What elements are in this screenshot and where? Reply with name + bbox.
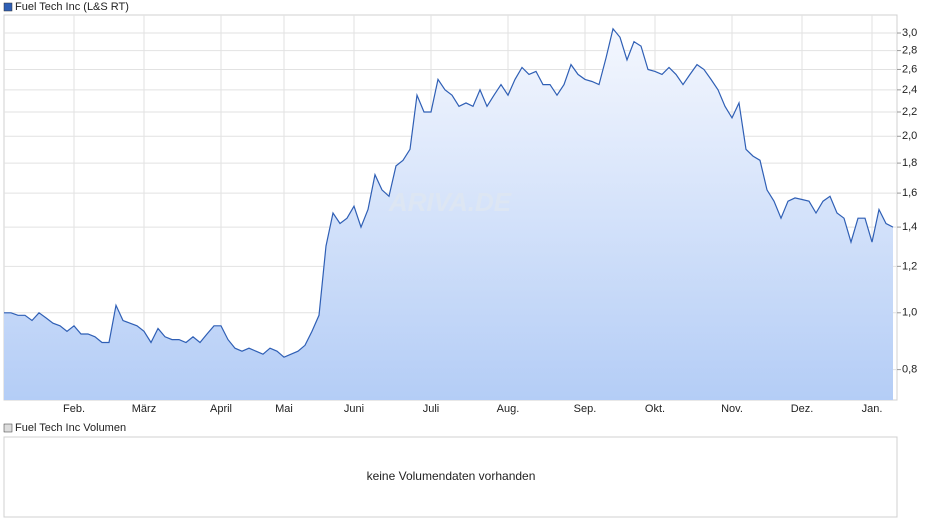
volume-panel bbox=[3, 436, 898, 518]
x-tick-label: Aug. bbox=[497, 403, 520, 415]
x-tick-label: März bbox=[132, 403, 156, 415]
y-tick-label: 1,0 bbox=[902, 307, 917, 319]
y-tick-label: 2,0 bbox=[902, 130, 917, 142]
y-tick-label: 2,2 bbox=[902, 106, 917, 118]
x-tick-label: Nov. bbox=[721, 403, 743, 415]
line bbox=[4, 27, 894, 358]
x-tick-label: Feb. bbox=[63, 403, 85, 415]
y-tick-label: 1,2 bbox=[902, 260, 917, 272]
x-tick-label: Jan. bbox=[862, 403, 883, 415]
y-tick-label: 3,0 bbox=[902, 27, 917, 39]
volume-legend-label: Fuel Tech Inc Volumen bbox=[15, 422, 126, 434]
volume-legend-swatch bbox=[3, 423, 13, 433]
y-tick-label: 0,8 bbox=[902, 364, 917, 376]
x-tick-label: Juni bbox=[344, 403, 364, 415]
y-tick-label: 1,6 bbox=[902, 187, 917, 199]
y-tick-label: 2,6 bbox=[902, 63, 917, 75]
x-tick-label: Mai bbox=[275, 403, 293, 415]
x-tick-label: Juli bbox=[423, 403, 440, 415]
y-tick-label: 1,8 bbox=[902, 157, 917, 169]
x-tick-label: Sep. bbox=[574, 403, 597, 415]
x-tick-label: April bbox=[210, 403, 232, 415]
volume-message: keine Volumendaten vorhanden bbox=[367, 469, 536, 483]
watermark: ARIVA.DE bbox=[388, 187, 512, 217]
legend-label: Fuel Tech Inc (L&S RT) bbox=[15, 1, 129, 13]
legend-swatch bbox=[3, 2, 13, 12]
x-tick-label: Okt. bbox=[645, 403, 665, 415]
y-tick-label: 2,4 bbox=[902, 84, 917, 96]
area bbox=[4, 28, 893, 401]
y-tick-label: 2,8 bbox=[902, 44, 917, 56]
y-tick-label: 1,4 bbox=[902, 221, 917, 233]
x-tick-label: Dez. bbox=[791, 403, 814, 415]
